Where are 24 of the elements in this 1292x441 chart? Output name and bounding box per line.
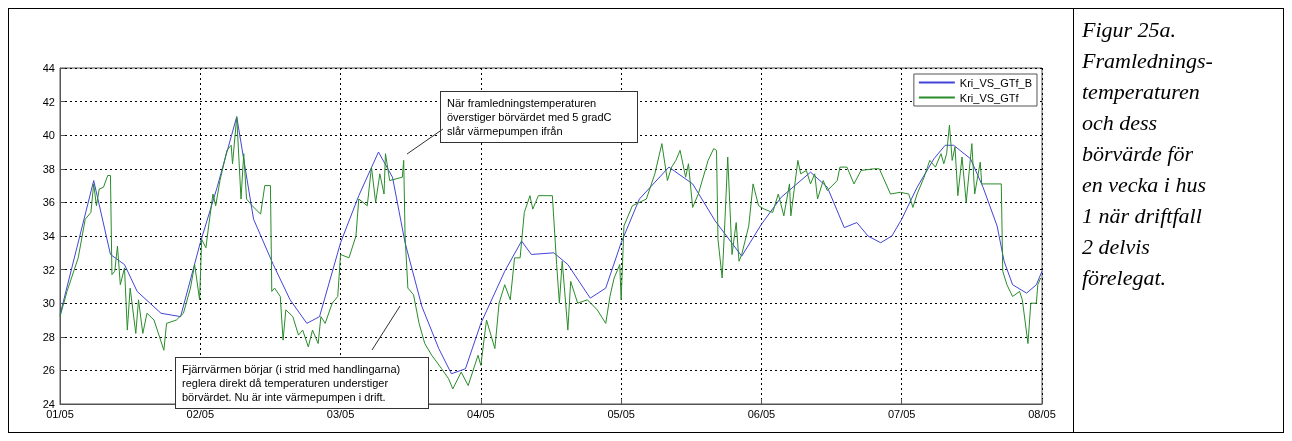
- y-tick-label: 38: [42, 162, 55, 175]
- legend-label: Kri_VS_GTf_B: [959, 76, 1032, 89]
- x-tick-label: 04/05: [467, 407, 495, 420]
- y-tick-label: 24: [42, 398, 55, 410]
- x-tick-label: 03/05: [326, 407, 355, 420]
- y-tick-label: 42: [42, 95, 55, 108]
- x-tick-label: 05/05: [607, 407, 635, 420]
- legend-label: Kri_VS_GTf: [959, 91, 1020, 104]
- y-tick-label: 36: [42, 196, 55, 209]
- y-tick-label: 30: [42, 297, 55, 310]
- y-tick-label: 40: [42, 129, 55, 142]
- y-tick-label: 28: [42, 330, 55, 343]
- annotation: Fjärrvärmen börjar (i strid med handlingarna) reglera direkt då temperaturen understiger börvärdet. Nu är inte värmepumpen i drift.: [182, 363, 404, 403]
- y-tick-label: 34: [42, 230, 55, 242]
- x-tick-label: 06/05: [747, 407, 776, 420]
- x-tick-label: 01/05: [46, 407, 74, 420]
- x-tick-label: 07/05: [887, 407, 916, 420]
- x-tick-label: 08/05: [1028, 407, 1056, 420]
- y-tick-label: 32: [42, 263, 55, 276]
- y-tick-label: 44: [42, 62, 55, 74]
- chart-title: Figur 25a. Framlednings-temperaturen och dess börvärde för en vecka i hus 1 när driftfall 2 delvis förelegat.: [1082, 17, 1213, 290]
- annotation: När framledningstemperaturen överstiger börvärdet med 5 gradC slår värmepumpen ifrån: [447, 97, 615, 137]
- y-tick-label: 26: [42, 364, 55, 377]
- x-tick-label: 02/05: [186, 407, 215, 420]
